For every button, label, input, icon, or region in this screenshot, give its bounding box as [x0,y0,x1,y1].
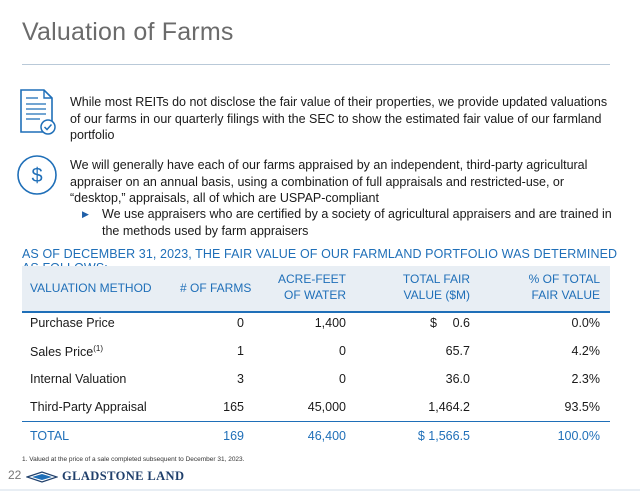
row-value: 1,464.2 [428,400,470,414]
row-percent: 2.3% [571,372,601,386]
header-percent-line1: % OF TOTAL [528,272,600,286]
header-total-fair-value-line2: VALUE ($M) [403,288,470,302]
row-value: 36.0 [445,372,470,386]
document-check-icon [20,89,56,135]
row-value-prefix: $ [430,316,437,330]
header-number-of-farms: # OF FARMS [180,281,252,295]
bullet-text: We use appraisers who are certified by a… [102,207,612,238]
row-method: Sales Price(1) [30,344,103,359]
appraisal-paragraph: We will generally have each of our farms… [70,158,588,205]
header-divider [22,311,610,313]
header-acre-feet: ACRE-FEET OF WATER [250,271,346,303]
row-method: Internal Valuation [30,372,127,386]
svg-text:$: $ [31,165,42,187]
header-acre-feet-line1: ACRE-FEET [277,272,346,286]
logo-text: GLADSTONE LAND [62,469,185,483]
valuation-table: VALUATION METHOD # OF FARMS ACRE-FEET OF… [22,266,610,452]
row-percent: 4.2% [571,344,601,358]
gladstone-logo-icon [26,471,58,483]
bullet-triangle-icon: ▶ [82,209,89,219]
title-divider [22,64,610,65]
total-water: 46,400 [307,429,346,443]
row-percent: 93.5% [564,400,600,414]
total-farms: 169 [223,429,244,443]
header-total-fair-value: TOTAL FAIR VALUE ($M) [382,271,470,303]
row-water: 45,000 [307,400,346,414]
row-water: 1,400 [314,316,346,330]
total-value: $ 1,566.5 [417,429,470,443]
header-acre-feet-line2: OF WATER [284,288,346,302]
row-method: Purchase Price [30,316,115,330]
page-number: 22 [8,468,22,482]
page-title: Valuation of Farms [22,18,234,46]
header-percent-of-total: % OF TOTAL FAIR VALUE [500,271,600,303]
total-label: TOTAL [30,429,70,443]
intro-paragraph: While most REITs do not disclose the fai… [70,95,608,142]
row-method: Third-Party Appraisal [30,400,147,414]
header-percent-line2: FAIR VALUE [531,288,600,302]
row-water: 0 [339,344,346,358]
table-header-row [22,266,610,311]
row-farms: 0 [237,316,244,330]
row-farms: 3 [237,372,244,386]
header-total-fair-value-line1: TOTAL FAIR [402,272,470,286]
row-value: 0.6 [452,316,470,330]
dollar-circle-icon: $ [17,155,57,195]
bottom-divider [0,489,640,491]
row-value: 65.7 [445,344,470,358]
total-divider [22,421,610,422]
row-water: 0 [339,372,346,386]
row-method-text: Sales Price [30,345,94,360]
row-percent: 0.0% [571,316,601,330]
footnote: 1. Valued at the price of a sale complet… [22,456,245,463]
company-logo: GLADSTONE LAND [26,468,226,486]
row-farms: 165 [223,400,244,414]
header-valuation-method: VALUATION METHOD [30,281,152,295]
total-percent: 100.0% [557,429,600,443]
row-farms: 1 [237,344,244,358]
footnote-marker: (1) [93,344,104,353]
